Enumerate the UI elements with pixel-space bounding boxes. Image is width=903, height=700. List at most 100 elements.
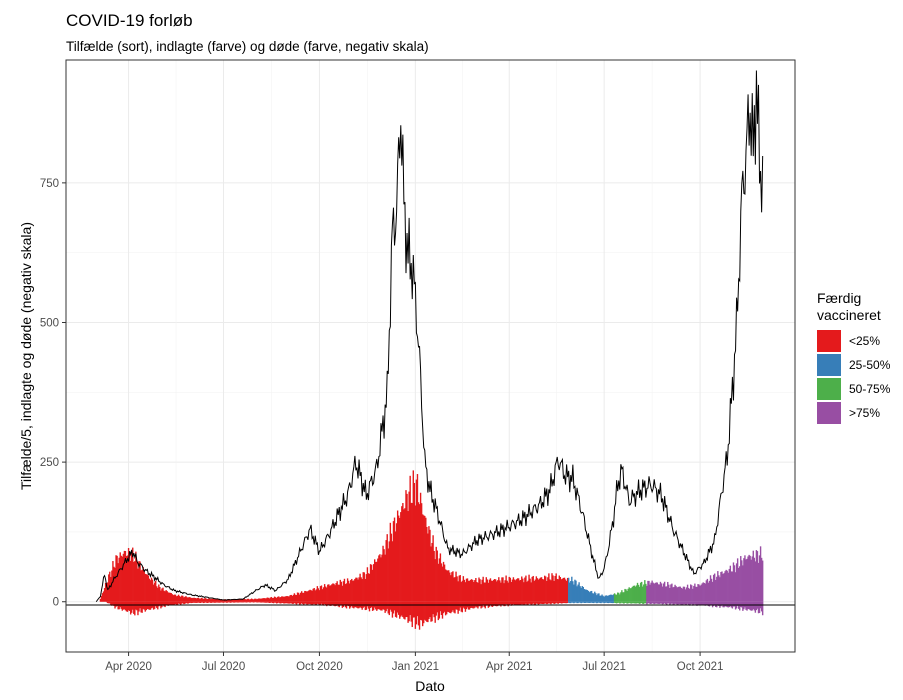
hospitalised-bar xyxy=(561,578,564,602)
deaths-bar xyxy=(404,601,406,620)
hospitalised-bar xyxy=(185,596,187,602)
deaths-bar xyxy=(431,601,433,622)
deaths-bar xyxy=(622,601,624,604)
deaths-bar xyxy=(309,601,311,605)
hospitalised-bar xyxy=(558,575,560,602)
deaths-bar xyxy=(514,601,517,606)
hospitalised-bar xyxy=(384,554,386,602)
hospitalised-bar xyxy=(204,598,206,602)
deaths-bar xyxy=(157,601,159,610)
deaths-bar xyxy=(558,601,560,604)
hospitalised-bar xyxy=(331,584,333,602)
deaths-bar xyxy=(655,601,657,604)
deaths-bar xyxy=(563,601,566,604)
deaths-bar xyxy=(542,601,545,605)
hospitalised-bar xyxy=(746,558,748,602)
hospitalised-bar xyxy=(379,554,381,602)
deaths-bar xyxy=(296,601,299,604)
hospitalised-bar xyxy=(720,572,722,602)
hospitalised-bar xyxy=(115,555,117,602)
hospitalised-bar xyxy=(521,576,523,602)
deaths-bar xyxy=(631,601,634,604)
deaths-bar xyxy=(275,601,278,604)
deaths-bar xyxy=(206,601,208,603)
hospitalised-bar xyxy=(332,583,334,602)
deaths-bar xyxy=(533,601,535,605)
deaths-bar xyxy=(191,601,193,603)
deaths-bar xyxy=(615,601,618,604)
deaths-bar xyxy=(437,601,440,621)
hospitalised-bar xyxy=(191,597,193,602)
hospitalised-bar xyxy=(542,579,545,602)
deaths-bar xyxy=(499,601,501,606)
hospitalised-bar xyxy=(684,589,687,602)
deaths-bar xyxy=(504,601,506,607)
hospitalised-bar xyxy=(370,564,373,602)
hospitalised-bar xyxy=(124,550,127,602)
hospitalised-bar xyxy=(273,596,276,602)
deaths-bar xyxy=(263,601,265,603)
hospitalised-bar xyxy=(337,584,339,602)
hospitalised-bar xyxy=(380,557,382,602)
deaths-bar xyxy=(669,601,671,605)
deaths-bar xyxy=(570,601,572,604)
hospitalised-bar xyxy=(293,593,296,602)
hospitalised-bar xyxy=(421,514,424,602)
deaths-bar xyxy=(167,601,169,606)
hospitalised-bar xyxy=(512,577,515,602)
deaths-bar xyxy=(304,601,306,604)
hospitalised-bar xyxy=(611,595,614,602)
deaths-bar xyxy=(722,601,724,608)
hospitalised-bar xyxy=(171,594,174,602)
hospitalised-bar xyxy=(604,595,606,602)
hospitalised-bar xyxy=(525,575,527,602)
deaths-bar xyxy=(287,601,289,604)
legend-title-line-2: vaccineret xyxy=(817,307,881,323)
hospitalised-bar xyxy=(309,589,311,602)
deaths-bar xyxy=(279,601,281,604)
deaths-bar xyxy=(757,601,760,614)
hospitalised-bar xyxy=(365,574,368,602)
deaths-bar xyxy=(416,601,419,617)
deaths-bar xyxy=(663,601,666,604)
hospitalised-bar xyxy=(238,599,240,602)
hospitalised-bar xyxy=(745,559,747,602)
hospitalised-bar xyxy=(371,569,374,602)
deaths-bar xyxy=(215,601,217,603)
deaths-bar xyxy=(123,601,126,610)
deaths-bar xyxy=(577,601,579,604)
deaths-bar xyxy=(428,601,430,619)
deaths-bar xyxy=(583,601,586,603)
deaths-bar xyxy=(593,601,595,604)
deaths-bar xyxy=(624,601,626,603)
hospitalised-bar xyxy=(612,594,615,602)
deaths-bar xyxy=(429,601,431,618)
hospitalised-bar xyxy=(217,599,219,602)
hospitalised-bar xyxy=(111,570,113,602)
deaths-bar xyxy=(193,601,195,603)
hospitalised-bar xyxy=(502,577,504,602)
hospitalised-bar xyxy=(477,582,479,602)
hospitalised-bar xyxy=(510,582,513,602)
hospitalised-bar xyxy=(481,579,483,602)
hospitalised-bar xyxy=(619,594,621,602)
hospitalised-bar xyxy=(127,548,130,602)
deaths-bar xyxy=(397,601,400,615)
deaths-bar xyxy=(232,601,234,603)
deaths-bar xyxy=(652,601,654,604)
deaths-bar xyxy=(436,601,438,613)
hospitalised-bar xyxy=(460,582,462,602)
hospitalised-bar xyxy=(99,598,102,602)
deaths-bar xyxy=(754,601,757,613)
deaths-bar xyxy=(149,601,152,610)
deaths-bar xyxy=(467,601,470,610)
deaths-bar xyxy=(409,601,411,616)
deaths-bar xyxy=(526,601,528,605)
hospitalised-bar xyxy=(549,579,551,602)
hospitalised-bar xyxy=(675,586,677,602)
hospitalised-bar xyxy=(436,550,438,602)
deaths-bar xyxy=(326,601,328,607)
deaths-bar xyxy=(732,601,735,607)
hospitalised-bar xyxy=(272,597,275,602)
deaths-bar xyxy=(271,601,274,603)
